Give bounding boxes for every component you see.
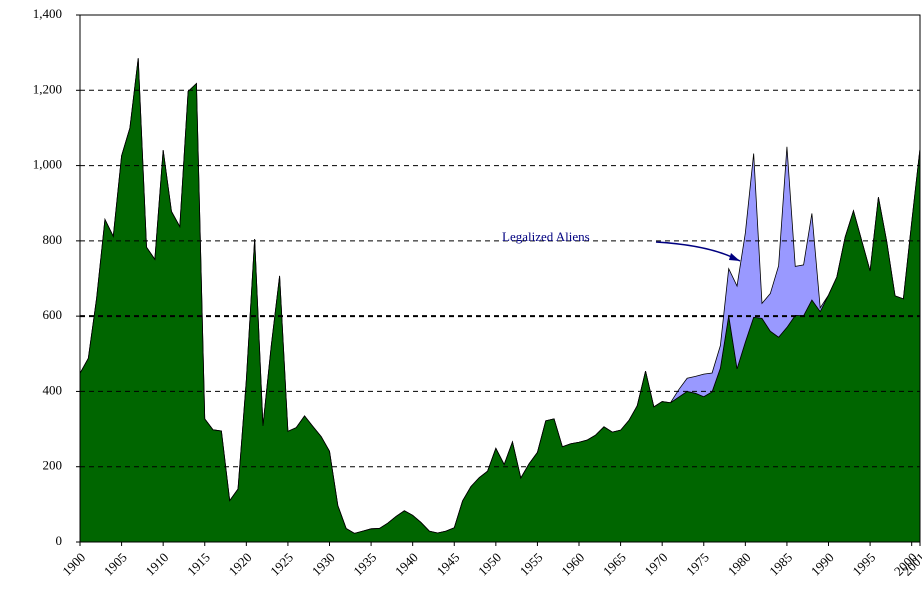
x-tick-label: 1930 bbox=[309, 550, 338, 579]
x-tick-label: 1935 bbox=[350, 550, 379, 579]
plot-frame bbox=[79, 14, 921, 543]
x-tick-label: 1905 bbox=[101, 550, 130, 579]
x-tick-label: 1965 bbox=[600, 550, 629, 579]
x-tick-label: 1990 bbox=[808, 550, 837, 579]
y-tick-label: 1,200 bbox=[33, 81, 62, 96]
x-tick-label: 1925 bbox=[267, 550, 296, 579]
annotation: Legalized Aliens bbox=[502, 229, 590, 244]
y-tick-label: 800 bbox=[43, 232, 63, 247]
x-tick-label: 1985 bbox=[766, 550, 795, 579]
arrow-head bbox=[729, 253, 740, 261]
y-tick-label: 0 bbox=[56, 533, 63, 548]
y-tick-label: 600 bbox=[43, 307, 63, 322]
x-tick-label: 1995 bbox=[849, 550, 878, 579]
y-tick-label: 1,400 bbox=[33, 6, 62, 21]
x-tick-label: 1915 bbox=[184, 550, 213, 579]
x-tick-label: 1900 bbox=[59, 550, 88, 579]
x-tick-label: 1975 bbox=[683, 550, 712, 579]
x-tick-label: 1910 bbox=[142, 550, 171, 579]
y-tick-label: 1,000 bbox=[33, 157, 62, 172]
y-tick-label: 400 bbox=[43, 382, 63, 397]
x-tick-label: 1960 bbox=[558, 550, 587, 579]
x-tick-label: 1945 bbox=[433, 550, 462, 579]
x-tick-label: 1950 bbox=[475, 550, 504, 579]
x-tick-label: 1920 bbox=[226, 550, 255, 579]
x-tick-label: 1980 bbox=[725, 550, 754, 579]
x-tick-label: 1970 bbox=[641, 550, 670, 579]
y-tick-label: 200 bbox=[43, 458, 63, 473]
x-tick-label: 1955 bbox=[517, 550, 546, 579]
x-tick-label: 1940 bbox=[392, 550, 421, 579]
